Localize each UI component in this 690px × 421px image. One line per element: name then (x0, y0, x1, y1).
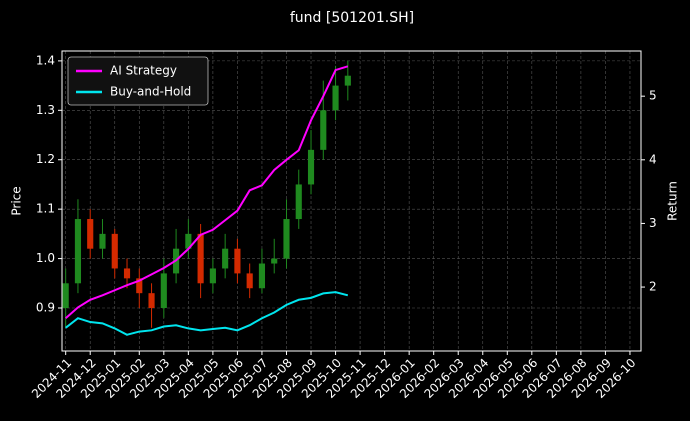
candle-body (160, 273, 167, 309)
candle-body (307, 149, 315, 185)
candle-body (283, 219, 290, 259)
y-tick-label: 1.3 (36, 103, 55, 117)
y-tick-label: 1.0 (36, 251, 55, 265)
y-tick-label: 1.2 (36, 152, 55, 166)
candle-body (87, 219, 94, 249)
line-series (65, 65, 349, 319)
y2-tick-label: 3 (649, 216, 657, 230)
candle-body (246, 273, 253, 289)
candle-body (234, 248, 241, 274)
candle-body (271, 258, 278, 264)
y2-tick-label: 5 (649, 89, 657, 103)
candle-body (295, 184, 302, 220)
candle-body (222, 248, 229, 269)
y-tick-label: 0.9 (36, 301, 55, 315)
legend-label: AI Strategy (110, 64, 177, 78)
candle-body (185, 233, 192, 249)
candle-body (209, 268, 216, 284)
candle-body (344, 75, 351, 86)
candle-body (197, 233, 204, 284)
y2-tick-label: 4 (649, 152, 657, 166)
y-tick-label: 1.4 (36, 53, 55, 67)
y-tick-label: 1.1 (36, 202, 55, 216)
candle-body (258, 263, 266, 289)
candle-body (136, 278, 143, 294)
candle-body (62, 283, 69, 309)
candle-body (148, 293, 155, 309)
plot-frame (61, 50, 642, 352)
y2-axis-label: Return (666, 181, 680, 221)
candle-body (123, 268, 131, 279)
y-axis-label: Price (10, 186, 24, 215)
candle-body (99, 233, 106, 249)
candle-body (320, 110, 327, 150)
legend-box (67, 56, 209, 106)
chart-title: fund [501201.SH] (290, 10, 414, 26)
legend-label: Buy-and-Hold (110, 85, 191, 99)
candle-body (74, 219, 82, 284)
candle-body (332, 85, 339, 111)
line-series (65, 291, 349, 336)
y2-tick-label: 2 (649, 280, 657, 294)
candle-body (111, 233, 118, 269)
